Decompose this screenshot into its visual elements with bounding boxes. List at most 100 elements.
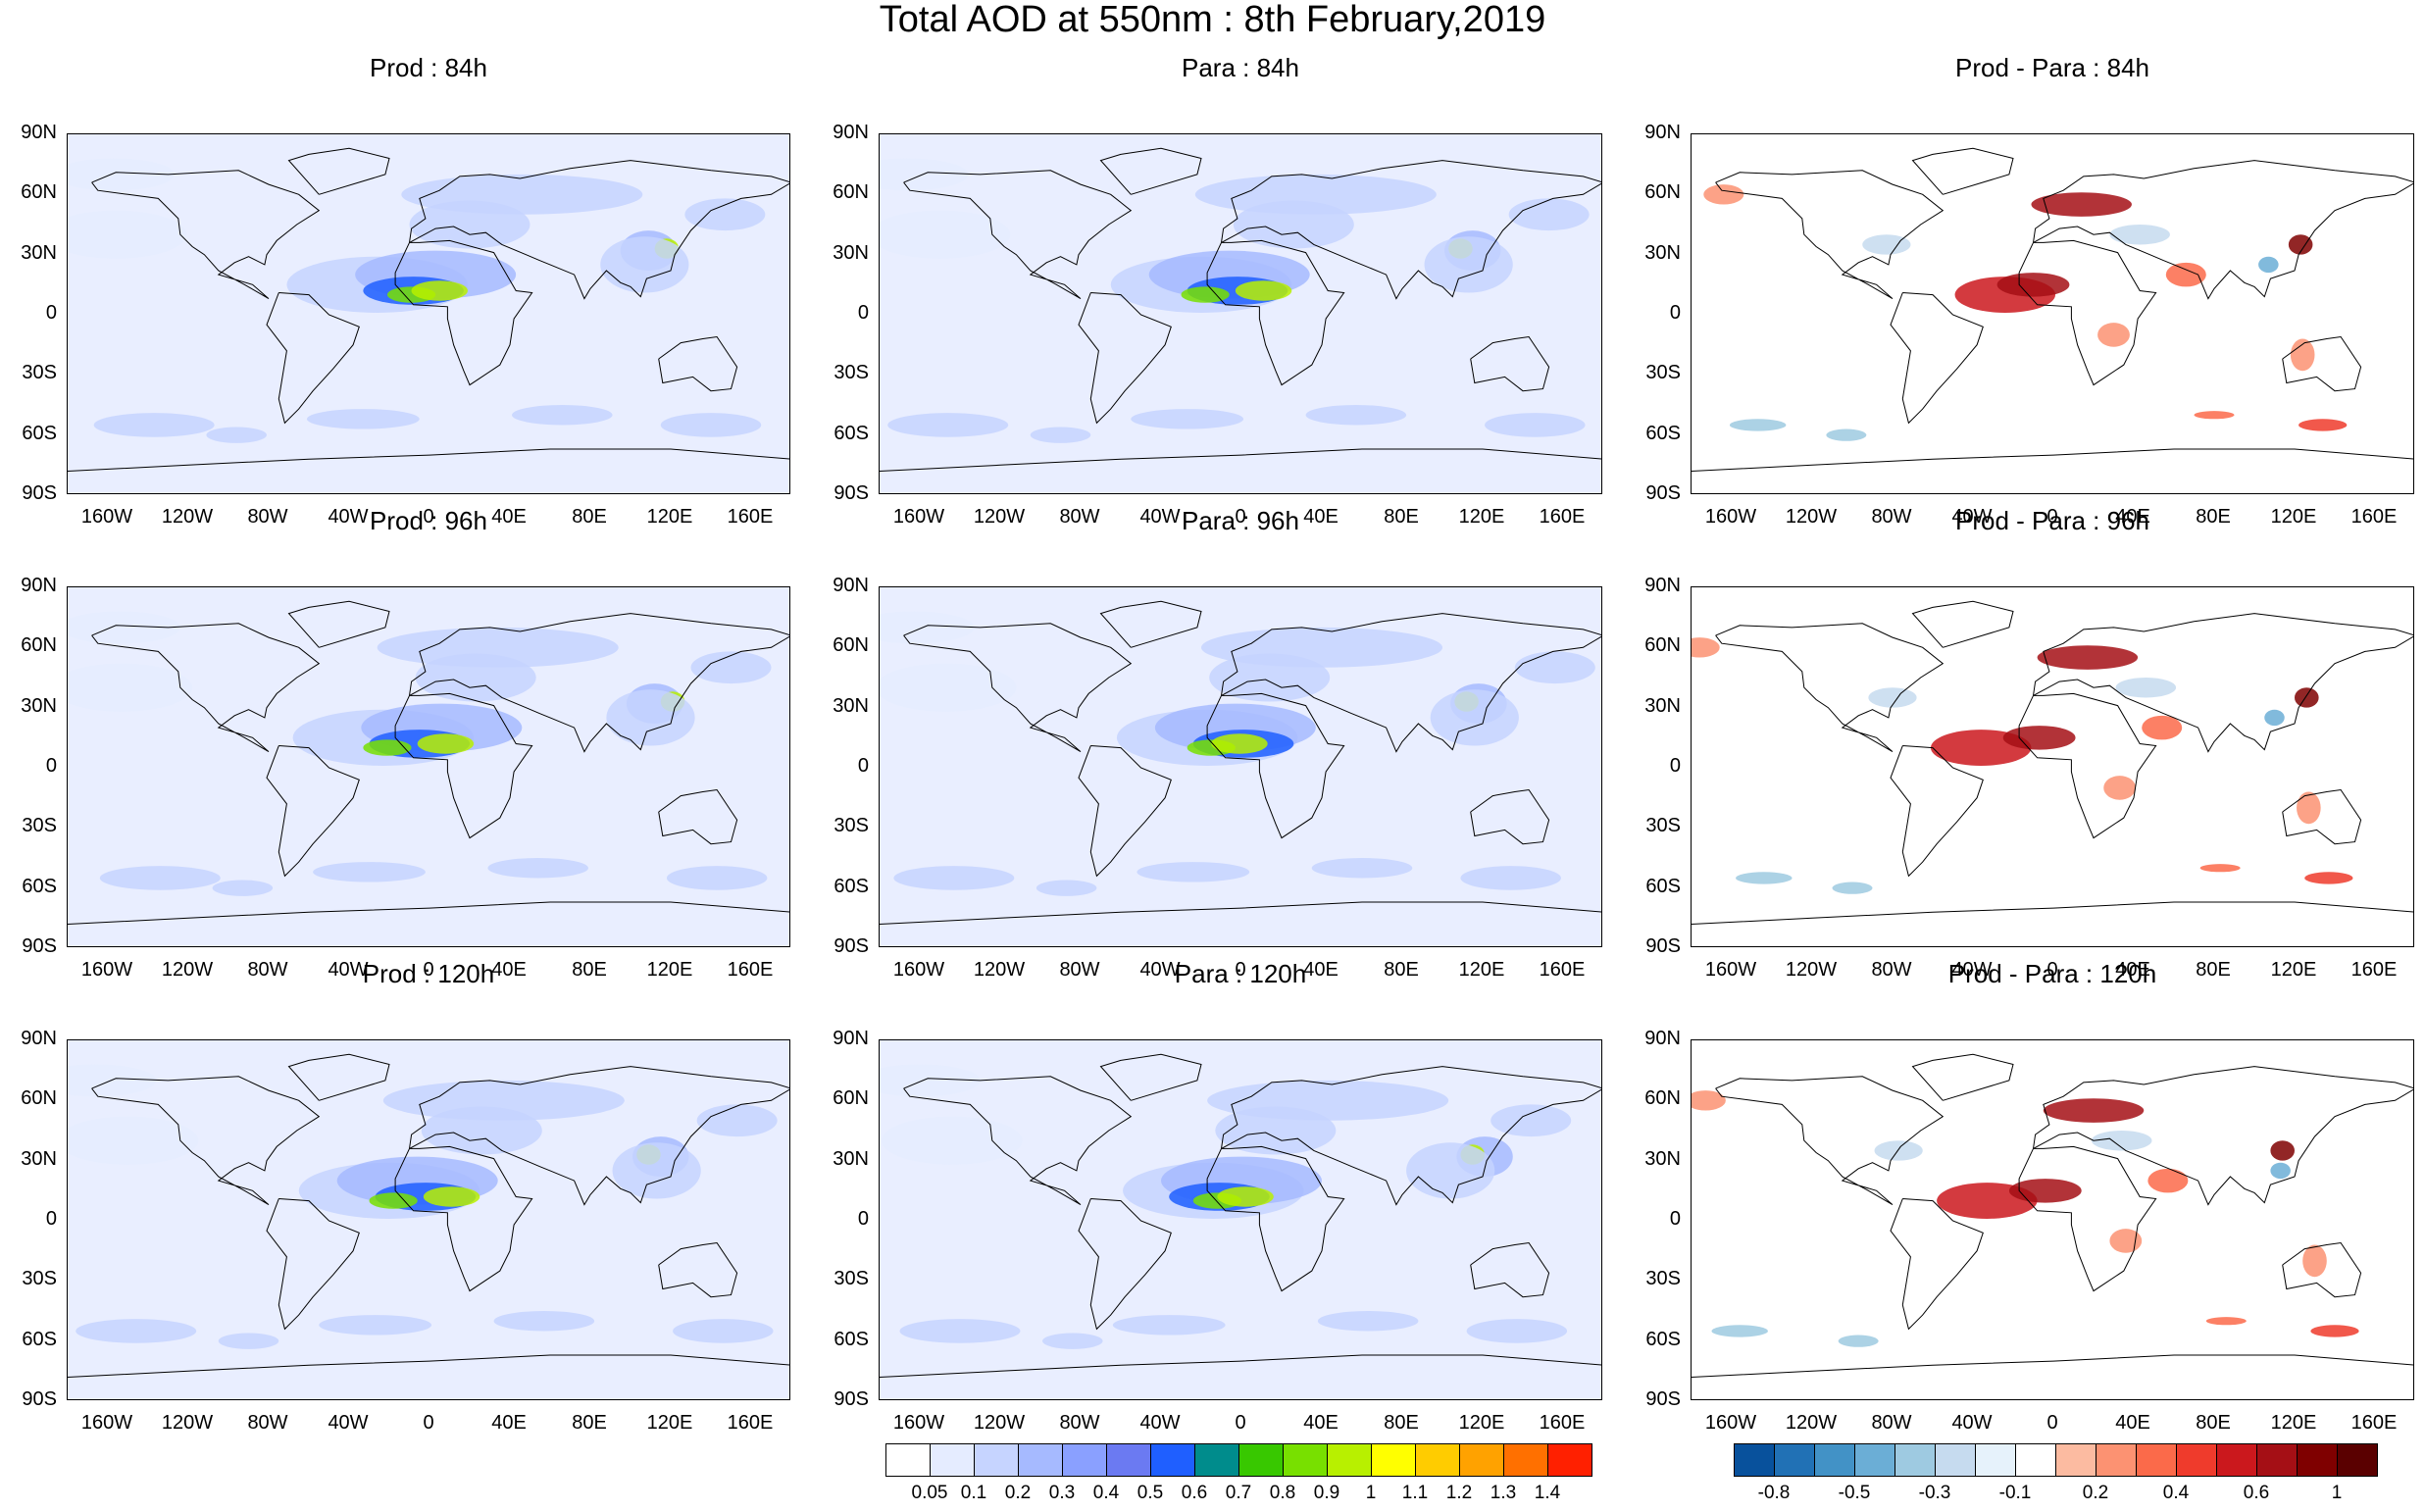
aod-contour-blob	[1424, 236, 1513, 293]
longitude-tick-label: 0	[2046, 959, 2058, 981]
aod-contour-blob	[1217, 1186, 1274, 1207]
colorbar-tick-label: 0.2	[2082, 1483, 2109, 1503]
colorbar-swatch	[1975, 1443, 2016, 1477]
latitude-tick-label: 30N	[21, 694, 57, 717]
latitude-tick-label: 30N	[833, 241, 869, 264]
colorbar-tick-label: 1	[2331, 1483, 2343, 1503]
colorbar-swatch	[2136, 1443, 2177, 1477]
coastline	[1890, 1198, 1984, 1331]
aod-map	[67, 1039, 790, 1400]
longitude-tick-label: 160E	[2350, 959, 2398, 981]
colorbar-swatch	[1018, 1443, 1063, 1477]
panel-title: Para : 84h	[1182, 53, 1299, 82]
longitude-tick-label: 40W	[328, 959, 369, 981]
aod-contour-blob	[1317, 1311, 1419, 1332]
coastline	[68, 1354, 789, 1378]
coastline	[1715, 1076, 1945, 1206]
diff-contour-blob	[2297, 791, 2321, 825]
aod-contour-blob	[1485, 413, 1586, 437]
latitude-tick-label: 60S	[834, 875, 869, 897]
coastline	[394, 692, 533, 839]
longitude-tick-label: 120E	[2270, 506, 2317, 528]
colorbar-swatch	[1935, 1443, 1976, 1477]
latitude-tick-label: 30N	[833, 694, 869, 717]
longitude-tick-label: 0	[2046, 506, 2058, 528]
aod-contour-blob	[1305, 405, 1407, 426]
diff-contour-blob	[2288, 234, 2313, 255]
aod-contour-blob	[696, 1104, 778, 1137]
aod-contour-blob	[1112, 1315, 1226, 1336]
diff-contour-blob	[2199, 864, 2241, 873]
longitude-tick-label: 160W	[1704, 959, 1757, 981]
longitude-tick-label: 80W	[247, 506, 288, 528]
longitude-tick-label: 40W	[1951, 959, 1993, 981]
diff-contour-blob	[2091, 1131, 2152, 1151]
diff-contour-blob	[2290, 338, 2315, 372]
colorbar-swatch	[1062, 1443, 1107, 1477]
coastline	[1078, 1198, 1172, 1331]
latitude-tick-label: 90N	[21, 575, 57, 596]
colorbar-tick-label: 0.4	[1092, 1483, 1120, 1503]
coastline	[91, 623, 321, 753]
colorbar-tick-label: 0.2	[1004, 1483, 1032, 1503]
longitude-tick-label: 0	[1235, 959, 1246, 981]
longitude-tick-label: 80W	[1871, 959, 1912, 981]
colorbar-swatch	[2015, 1443, 2056, 1477]
coastline	[1890, 292, 1984, 425]
coastline	[1890, 745, 1984, 878]
latitude-tick-label: 60S	[22, 422, 57, 444]
colorbar-tick-label: 0.9	[1313, 1483, 1340, 1503]
aod-map	[67, 586, 790, 947]
coastline	[1715, 170, 1945, 300]
aod-contour-blob	[1406, 1142, 1495, 1199]
aod-contour-blob	[1430, 689, 1519, 746]
aod-contour-blob	[660, 413, 762, 437]
aod-contour-blob	[673, 1319, 774, 1343]
longitude-tick-label: 120W	[973, 959, 1026, 981]
coastline	[409, 1066, 789, 1206]
longitude-tick-label: 40W	[328, 506, 369, 528]
longitude-tick-label: 120E	[1458, 506, 1505, 528]
colorbar-swatch	[1150, 1443, 1195, 1477]
diff-contour-blob	[2031, 192, 2132, 217]
aod-contour-blob	[306, 409, 420, 429]
figure-title: Total AOD at 550nm : 8th February,2019	[879, 0, 1546, 40]
coastline	[409, 613, 789, 753]
diff-contour-blob	[2002, 726, 2076, 750]
diff-contour-blob	[1711, 1325, 1768, 1337]
diff-contour-blob	[2205, 1317, 2247, 1326]
longitude-tick-label: 160E	[727, 506, 774, 528]
latitude-tick-label: 0	[857, 755, 869, 777]
aod-contour-blob	[421, 1106, 542, 1155]
aod-contour-blob	[893, 866, 1015, 890]
latitude-tick-label: 0	[1669, 755, 1681, 777]
difference-map	[1691, 133, 2414, 494]
latitude-tick-label: 0	[1669, 302, 1681, 324]
difference-map	[1691, 586, 2414, 947]
diff-contour-blob	[1838, 1335, 1879, 1347]
coastline	[1692, 901, 2413, 925]
diff-contour-blob	[2310, 1325, 2359, 1337]
latitude-tick-label: 90N	[1644, 1028, 1681, 1049]
longitude-tick-label: 40E	[1303, 959, 1339, 981]
coastline	[2033, 160, 2413, 300]
coastline	[880, 448, 1601, 472]
latitude-tick-label: 30S	[834, 1268, 869, 1290]
aod-contour-blob	[1209, 653, 1331, 702]
aod-contour-blob	[423, 1186, 480, 1207]
coastline	[1206, 239, 1345, 386]
colorbar-swatch	[1238, 1443, 1284, 1477]
colorbar-tick-label: -0.5	[1838, 1483, 1871, 1503]
aod-contour-blob	[1514, 651, 1595, 684]
colorbar-tick-label: 1.2	[1445, 1483, 1473, 1503]
latitude-tick-label: 30S	[1645, 362, 1681, 384]
longitude-tick-label: 160E	[727, 1412, 774, 1434]
aod-contour-blob	[417, 733, 475, 754]
aod-map	[67, 133, 790, 494]
latitude-tick-label: 60N	[1644, 634, 1681, 657]
colorbar-tick-label: 0.8	[1269, 1483, 1296, 1503]
latitude-tick-label: 30N	[833, 1147, 869, 1170]
longitude-tick-label: 80E	[572, 1412, 607, 1434]
longitude-tick-label: 160E	[1539, 959, 1586, 981]
aod-contour-blob	[1233, 200, 1354, 249]
